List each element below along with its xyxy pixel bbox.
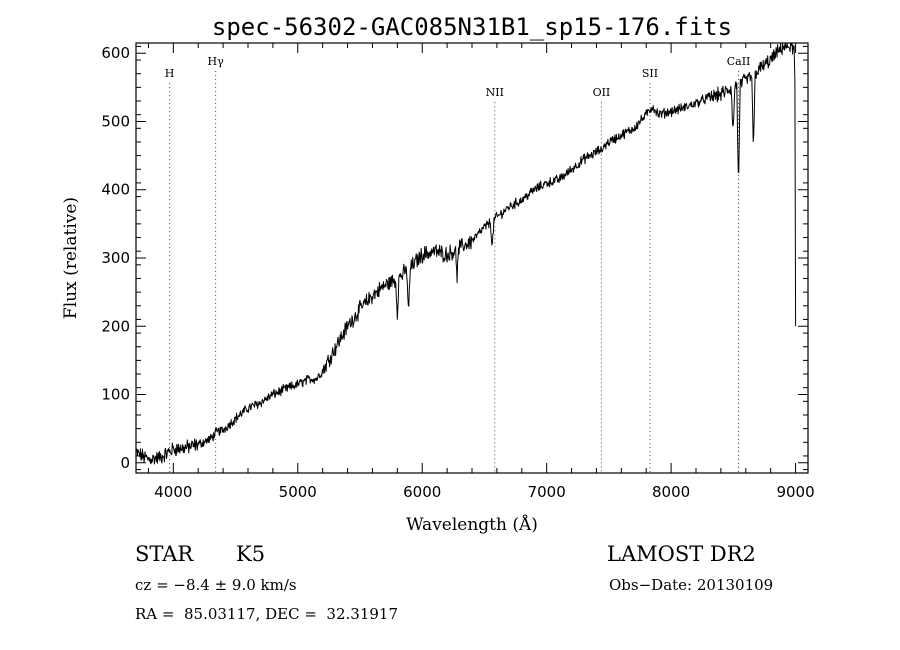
x-tick-label: 7000: [528, 483, 566, 501]
object-class: STAR: [135, 542, 194, 566]
object-subclass: K5: [236, 542, 266, 566]
spectral-line-label: OII: [593, 86, 611, 99]
x-tick-label: 9000: [776, 483, 814, 501]
axes: 4000 5000 6000 7000 8000 9000 0 100 200 300 400 500…: [101, 43, 815, 501]
y-tick-label: 500: [101, 112, 130, 130]
y-tick-label: 0: [120, 454, 130, 472]
x-tick-label: 4000: [154, 483, 192, 501]
spectral-line-label: Hγ: [208, 55, 225, 68]
spectral-line-label: SII: [642, 67, 658, 80]
y-tick-label: 100: [101, 386, 130, 404]
y-axis-label: Flux (relative): [61, 197, 81, 319]
x-axis-label: Wavelength (Å): [406, 514, 538, 535]
spectrum-line: [135, 42, 797, 465]
x-tick-label: 8000: [652, 483, 690, 501]
plot-frame: [135, 42, 809, 474]
y-tick-label: 300: [101, 249, 130, 267]
chart-title: spec-56302-GAC085N31B1_sp15-176.fits: [212, 13, 732, 41]
x-tick-label: 5000: [279, 483, 317, 501]
observation-date: Obs−Date: 20130109: [609, 576, 774, 594]
y-tick-label: 600: [101, 44, 130, 62]
y-tick-label: 200: [101, 317, 130, 335]
spectral-lines: H Hγ NII OII SII CaII: [165, 55, 751, 473]
x-tick-label: 6000: [403, 483, 441, 501]
ra-dec-coordinates: RA = 85.03117, DEC = 32.31917: [135, 605, 399, 623]
spectral-line-label: NII: [486, 86, 504, 99]
redshift-cz: cz = −8.4 ± 9.0 km/s: [135, 576, 297, 594]
spectral-line-label: H: [165, 67, 175, 80]
y-tick-label: 400: [101, 181, 130, 199]
survey-name: LAMOST DR2: [607, 542, 756, 566]
spectral-line-label: CaII: [727, 55, 751, 68]
